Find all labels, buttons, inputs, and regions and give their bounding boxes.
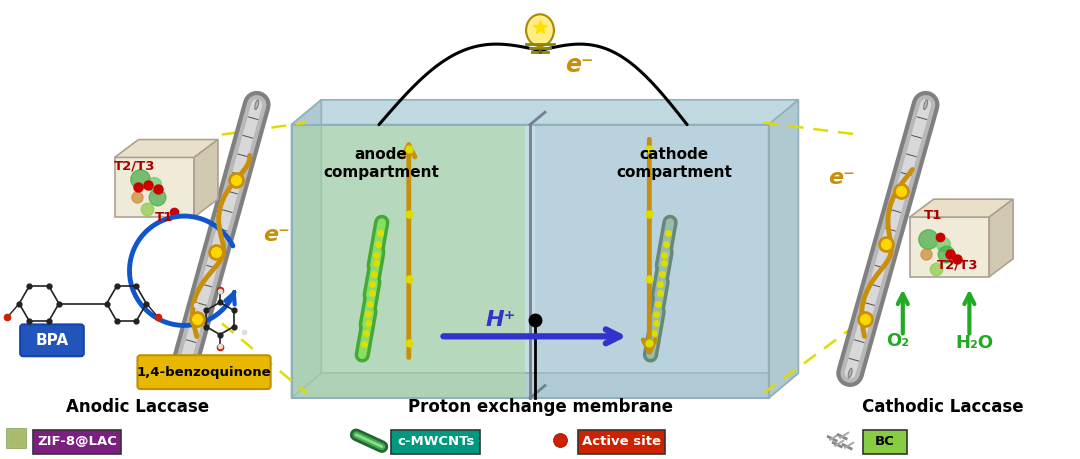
Ellipse shape — [923, 100, 928, 110]
Polygon shape — [322, 100, 798, 373]
Text: H₂O: H₂O — [956, 334, 994, 352]
Text: anode
compartment: anode compartment — [323, 146, 438, 180]
FancyBboxPatch shape — [21, 325, 84, 356]
Text: Proton exchange membrane: Proton exchange membrane — [407, 398, 673, 416]
Text: H⁺: H⁺ — [485, 310, 515, 330]
Text: e⁻: e⁻ — [264, 225, 291, 245]
Polygon shape — [194, 140, 218, 217]
FancyBboxPatch shape — [391, 430, 481, 453]
Text: BC: BC — [875, 435, 894, 448]
Text: T1: T1 — [923, 209, 942, 222]
Polygon shape — [769, 100, 798, 398]
Ellipse shape — [526, 14, 554, 46]
Polygon shape — [114, 140, 218, 157]
Polygon shape — [909, 199, 1013, 217]
Polygon shape — [114, 157, 194, 217]
Text: Anodic Laccase: Anodic Laccase — [66, 398, 210, 416]
FancyBboxPatch shape — [33, 430, 121, 453]
FancyBboxPatch shape — [863, 430, 907, 453]
Ellipse shape — [180, 368, 184, 378]
Polygon shape — [909, 217, 989, 277]
Polygon shape — [292, 100, 322, 398]
FancyBboxPatch shape — [578, 430, 665, 453]
Polygon shape — [535, 125, 769, 398]
Polygon shape — [989, 199, 1013, 277]
Polygon shape — [292, 373, 798, 398]
FancyBboxPatch shape — [137, 355, 271, 389]
Text: BPA: BPA — [36, 333, 68, 348]
Text: ZIF-8@LAC: ZIF-8@LAC — [37, 435, 117, 448]
Text: e⁻: e⁻ — [565, 53, 593, 77]
Text: c-MWCNTs: c-MWCNTs — [397, 435, 474, 448]
Text: cathode
compartment: cathode compartment — [617, 146, 732, 180]
Text: T2/T3: T2/T3 — [113, 159, 156, 173]
Ellipse shape — [255, 100, 259, 110]
Text: O₂: O₂ — [886, 332, 909, 350]
Ellipse shape — [848, 368, 852, 378]
Text: Cathodic Laccase: Cathodic Laccase — [862, 398, 1024, 416]
Text: e⁻: e⁻ — [828, 168, 855, 188]
Text: Active site: Active site — [582, 435, 661, 448]
Text: T2/T3: T2/T3 — [936, 259, 978, 272]
Polygon shape — [292, 125, 525, 398]
Text: 1,4-benzoquinone: 1,4-benzoquinone — [137, 366, 271, 379]
Polygon shape — [292, 100, 798, 125]
Text: T1: T1 — [156, 211, 174, 224]
